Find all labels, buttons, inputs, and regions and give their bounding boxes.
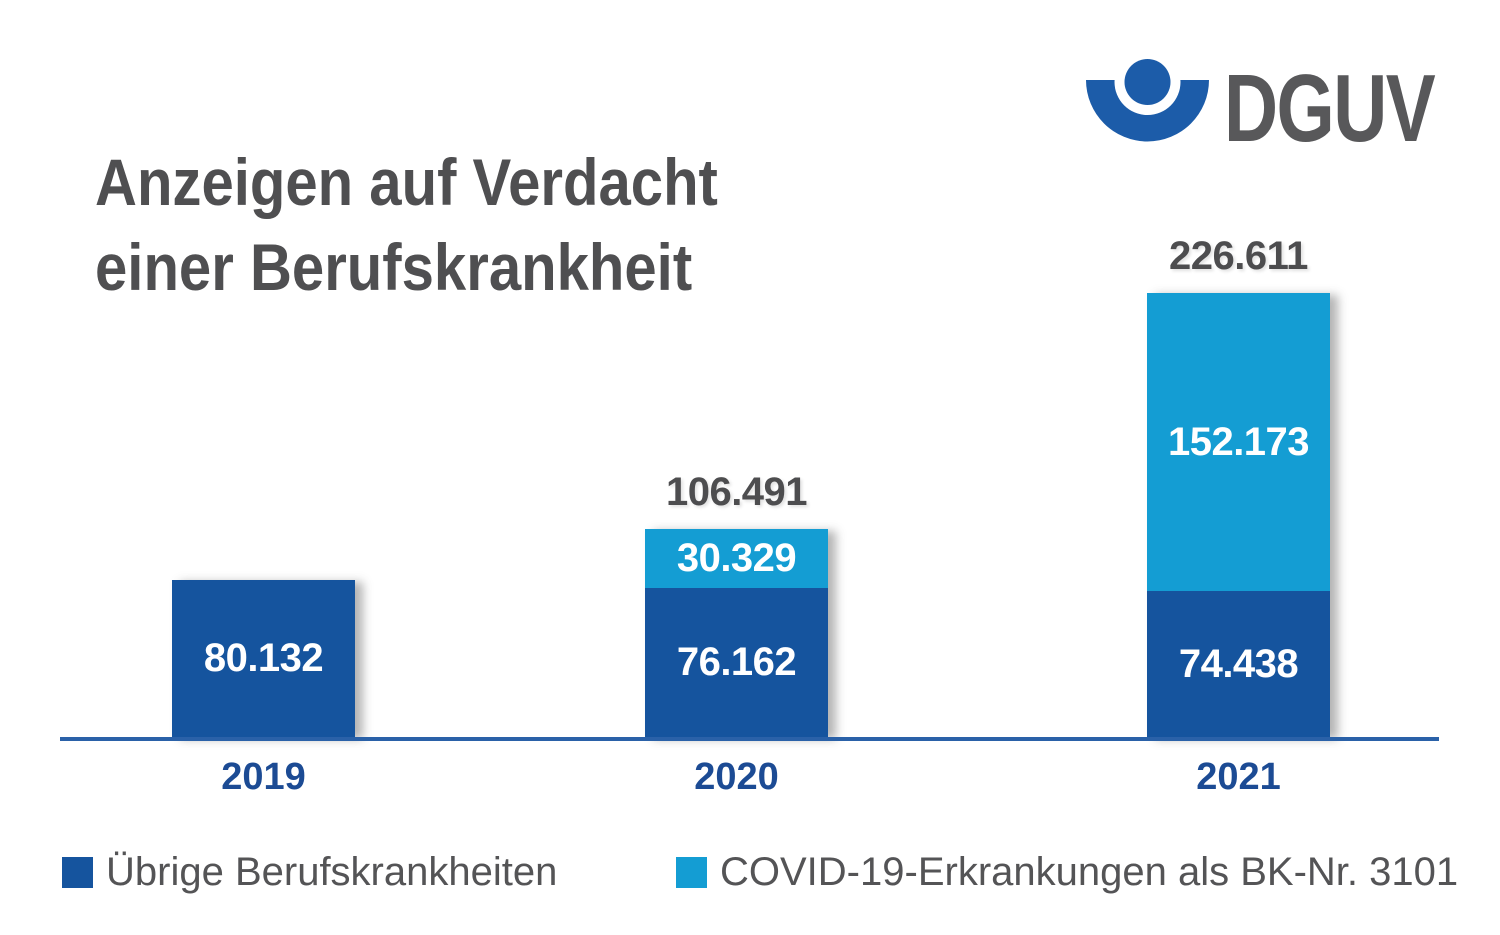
bar-segment-dark-2019: 80.132 <box>172 580 355 737</box>
segment-value-label: 76.162 <box>676 640 797 684</box>
legend-label: Übrige Berufskrankheiten <box>106 850 558 894</box>
bar-segment-dark-2021: 74.438 <box>1147 591 1330 737</box>
bar-2019: 80.132 <box>172 580 355 737</box>
legend-item-2: COVID-19-Erkrankungen als BK-Nr. 3101 <box>676 850 1458 895</box>
segment-value-label: 30.329 <box>676 536 797 580</box>
segment-value-label: 80.132 <box>203 636 324 680</box>
legend-item-1: Übrige Berufskrankheiten <box>62 850 557 895</box>
x-axis-label-2021: 2021 <box>1196 756 1281 798</box>
x-axis-line <box>60 737 1439 741</box>
bar-2020: 30.329 76.162 <box>645 529 828 737</box>
dguv-logo-text: DGUV <box>1224 55 1436 162</box>
segment-value-label: 74.438 <box>1178 641 1299 686</box>
chart-title-line2: einer Berufskrankheit <box>95 230 693 305</box>
legend-swatch-dark-blue <box>62 857 93 888</box>
chart-title-line1: Anzeigen auf Verdacht <box>95 145 718 219</box>
dguv-logo: DGUV <box>1086 59 1436 157</box>
bar-total-label-2020: 106.491 <box>665 470 808 514</box>
bar-segment-light-2021: 152.173 <box>1147 293 1330 591</box>
x-axis-label-2020: 2020 <box>694 756 779 798</box>
segment-value-label: 152.173 <box>1167 419 1310 464</box>
bar-segment-dark-2020: 76.162 <box>645 588 828 737</box>
bar-2021: 152.173 74.438 <box>1147 293 1330 737</box>
legend-label: COVID-19-Erkrankungen als BK-Nr. 3101 <box>720 850 1459 894</box>
bar-total-label-2021: 226.611 <box>1169 234 1308 278</box>
legend-swatch-light-blue <box>676 857 707 888</box>
chart-title: Anzeigen auf Verdacht einer Berufskrankh… <box>95 140 718 310</box>
bar-segment-light-2020: 30.329 <box>645 529 828 588</box>
x-axis-label-2019: 2019 <box>221 756 306 798</box>
dguv-person-icon <box>1086 59 1209 142</box>
